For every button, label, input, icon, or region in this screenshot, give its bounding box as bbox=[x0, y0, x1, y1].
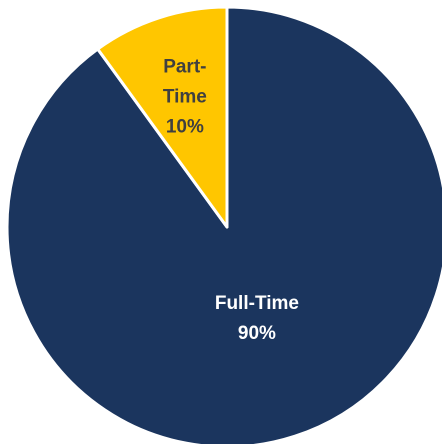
slice-percent-part-time: 10% bbox=[166, 116, 204, 137]
slice-name-full-time: Full-Time bbox=[215, 293, 299, 314]
slice-label-part-time: Part- Time 10% bbox=[163, 56, 207, 137]
pie-slice-part-time bbox=[96, 5, 229, 229]
slice-percent-full-time: 90% bbox=[238, 323, 276, 344]
slice-name-part-time: Part- bbox=[163, 56, 206, 77]
slice-name-part-time: Time bbox=[163, 86, 207, 107]
slice-label-full-time: Full-Time 90% bbox=[215, 293, 299, 344]
